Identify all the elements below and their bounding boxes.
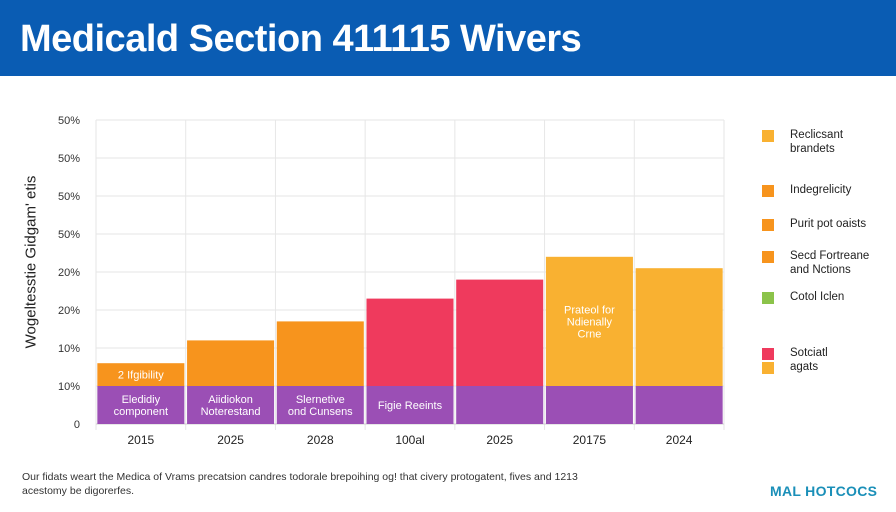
x-tick-label: 2015 [128, 433, 155, 447]
bar-top-segment [187, 340, 275, 386]
legend-swatch [762, 185, 774, 197]
bar-base-segment [456, 386, 544, 424]
bar-data-label: Aiidiokon Noterestand [201, 394, 261, 418]
legend-swatch [762, 292, 774, 304]
bar-base-segment [635, 386, 723, 424]
bar-top-segment [97, 363, 185, 386]
legend-swatch-stack [762, 346, 774, 374]
y-tick-label: 20% [58, 267, 80, 279]
bar-base-segment [545, 386, 633, 424]
bar-base-segment [366, 386, 454, 424]
legend-label: Reclicsant brandets [790, 129, 844, 155]
x-tick-label: 2024 [666, 433, 693, 447]
legend-swatch [762, 362, 774, 374]
legend-item: Indegrelicity [762, 183, 890, 197]
legend-swatch [762, 130, 774, 142]
bar-data-label-line: ond Cunsens [288, 406, 353, 418]
bar-data-label-line: Aiidiokon [208, 394, 253, 406]
y-axis-label: Wogeltesstie Gidgam' etis [22, 175, 40, 349]
bar-data-label: Slernetive ond Cunsens [288, 394, 353, 418]
bar-data-label: Eledidiy component [114, 394, 168, 418]
bar-top-segment [635, 268, 723, 386]
legend-label: Secd Fortreane and Nctions [790, 250, 870, 276]
header-bar: Medicald Section 411115 Wivers [0, 0, 896, 76]
y-tick-label: 20% [58, 305, 80, 317]
bar-data-label: Prateol for Ndienally Crne [564, 304, 615, 340]
bar-data-label-line: Slernetive [296, 394, 345, 406]
legend-label: Sotciatl agats [790, 347, 828, 373]
footer-note: Our fidats weart the Medica of Vrams pre… [22, 471, 578, 497]
x-tick-label: 20175 [573, 433, 607, 447]
bar-top-segment [366, 298, 454, 386]
x-tick-label: 2028 [307, 433, 334, 447]
bar-data-label-line: Figie Reeints [378, 400, 443, 412]
legend-swatch [762, 348, 774, 360]
legend-item: Sotciatl agats [762, 346, 890, 374]
bar-top-segment [456, 279, 544, 386]
y-tick-label: 50% [58, 115, 80, 127]
bar-data-label-line: component [114, 406, 168, 418]
legend-label: Indegrelicity [790, 184, 852, 196]
legend-label: Cotol Iclen [790, 291, 845, 303]
legend-item: Purit pot oaists [762, 217, 890, 231]
x-tick-label: 100al [395, 433, 424, 447]
y-tick-label: 0 [74, 419, 80, 431]
brand-logo-text: MAL HOTCOCS [770, 483, 878, 499]
bar-data-label: 2 Ifgibility [118, 370, 164, 382]
bar-base-segment [97, 386, 185, 424]
y-tick-label: 50% [58, 191, 80, 203]
bar-data-label-line: Noterestand [201, 406, 261, 418]
bar-top-segment [276, 321, 364, 386]
chart: 0 10% 10% 20% 20% 50% 50% 50% 50% 2015 2025 2028 100… [58, 115, 725, 447]
x-tick-label: 2025 [217, 433, 244, 447]
bar-top-segment [545, 256, 633, 386]
bar-data-label: Figie Reeints [378, 400, 443, 412]
bar-base-segment [187, 386, 275, 424]
legend-swatch [762, 219, 774, 231]
legend-item: Cotol Iclen [762, 290, 890, 304]
bar-data-label-line: 2 Ifgibility [118, 370, 164, 382]
bar-data-label-line: Eledidiy [122, 394, 161, 406]
legend-swatch [762, 251, 774, 263]
legend-label: Purit pot oaists [790, 218, 867, 230]
y-tick-label: 50% [58, 153, 80, 165]
y-tick-label: 10% [58, 381, 80, 393]
x-tick-label: 2025 [486, 433, 513, 447]
legend-item: Secd Fortreane and Nctions [762, 249, 890, 277]
bar-base-segment [276, 386, 364, 424]
page-title: Medicald Section 411115 Wivers [20, 18, 582, 60]
bar-data-label-line: Prateol for [564, 304, 615, 316]
y-tick-label: 10% [58, 343, 80, 355]
bar-data-label-line: Crne [578, 328, 602, 340]
legend-item: Reclicsant brandets [762, 128, 890, 156]
bar-data-label-line: Ndienally [567, 316, 613, 328]
y-tick-label: 50% [58, 229, 80, 241]
